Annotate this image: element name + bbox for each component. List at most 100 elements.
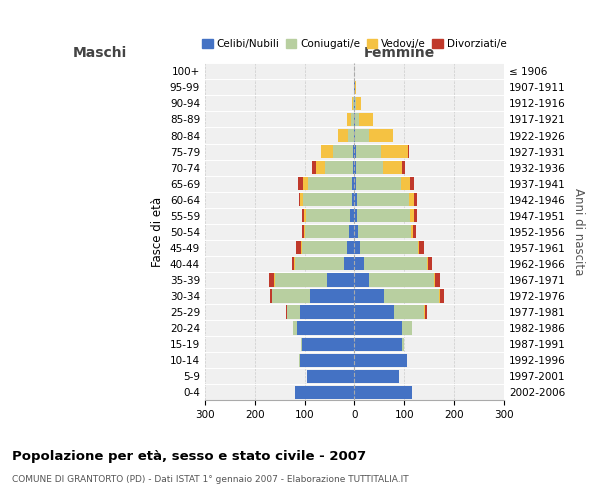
Bar [352,113,354,126]
Bar [402,161,405,174]
Bar [425,306,427,318]
Bar [370,274,434,286]
Bar [286,306,287,318]
Bar [296,242,301,254]
Bar [299,354,355,366]
Bar [435,274,440,286]
Legend: Celibi/Nubili, Coniugati/e, Vedovi/e, Divorziati/e: Celibi/Nubili, Coniugati/e, Vedovi/e, Di… [198,35,511,53]
Bar [414,209,417,222]
Bar [394,306,424,318]
Bar [348,129,354,142]
Bar [356,145,381,158]
Bar [320,145,333,158]
Text: COMUNE DI GRANTORTO (PD) - Dati ISTAT 1° gennaio 2007 - Elaborazione TUTTITALIA.: COMUNE DI GRANTORTO (PD) - Dati ISTAT 1°… [12,475,409,484]
Bar [353,161,355,174]
Bar [358,209,410,222]
Bar [287,306,299,318]
Bar [316,161,325,174]
Bar [269,274,274,286]
Bar [295,258,344,270]
Bar [401,177,410,190]
Bar [383,161,402,174]
Bar [307,370,355,383]
Bar [409,193,414,206]
Bar [355,113,359,126]
Bar [419,242,424,254]
Bar [308,177,352,190]
Bar [327,274,355,286]
Bar [381,145,408,158]
Bar [299,193,300,206]
Bar [355,129,370,142]
Bar [355,161,356,174]
Bar [355,290,385,302]
Bar [355,338,402,350]
Bar [356,177,401,190]
Bar [347,113,352,126]
Bar [302,338,355,350]
Bar [355,225,358,238]
Bar [299,306,355,318]
Bar [370,129,393,142]
Bar [347,242,355,254]
Bar [352,97,353,110]
Bar [302,242,347,254]
Bar [355,258,364,270]
Bar [410,177,414,190]
Bar [274,274,275,286]
Bar [411,225,413,238]
Bar [275,274,327,286]
Bar [293,258,295,270]
Bar [295,386,355,399]
Bar [440,290,443,302]
Bar [385,290,439,302]
Bar [333,145,353,158]
Bar [357,193,409,206]
Text: Maschi: Maschi [73,46,127,60]
Bar [302,209,304,222]
Bar [408,145,409,158]
Bar [434,274,435,286]
Bar [356,161,383,174]
Bar [300,193,302,206]
Bar [305,225,349,238]
Bar [272,290,310,302]
Bar [301,338,302,350]
Bar [364,258,427,270]
Bar [355,386,412,399]
Bar [349,225,355,238]
Bar [353,97,354,110]
Bar [414,193,417,206]
Bar [359,113,373,126]
Bar [402,322,412,334]
Bar [355,370,399,383]
Bar [355,274,370,286]
Bar [355,97,356,110]
Text: Femmine: Femmine [364,46,435,60]
Bar [344,258,355,270]
Bar [325,161,353,174]
Text: Popolazione per età, sesso e stato civile - 2007: Popolazione per età, sesso e stato civil… [12,450,366,463]
Bar [353,145,355,158]
Bar [355,81,356,94]
Bar [298,177,302,190]
Bar [418,242,419,254]
Bar [311,161,316,174]
Bar [413,225,416,238]
Bar [410,209,414,222]
Bar [355,354,407,366]
Bar [302,225,304,238]
Bar [361,242,418,254]
Bar [297,322,355,334]
Bar [305,209,350,222]
Bar [301,242,302,254]
Bar [304,209,305,222]
Bar [293,322,297,334]
Bar [352,193,355,206]
Bar [355,242,361,254]
Bar [402,338,404,350]
Bar [356,97,361,110]
Bar [355,145,356,158]
Bar [304,225,305,238]
Bar [428,258,431,270]
